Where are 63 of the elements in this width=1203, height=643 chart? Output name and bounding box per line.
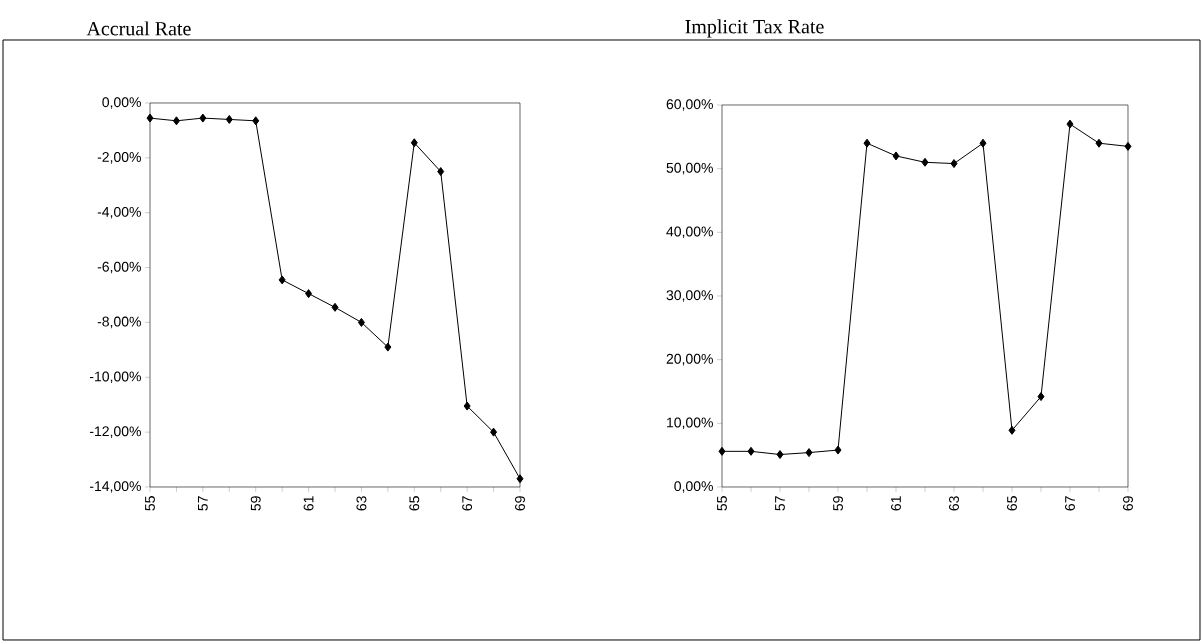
x-tick-label: 65 [409,496,420,511]
y-tick-label: 60,00% [666,99,713,111]
point [146,113,154,123]
point [718,446,726,456]
point [516,474,524,484]
x-tick-label: 69 [515,496,525,511]
point [172,116,180,126]
y-tick-label: -14,00% [89,481,141,493]
y-tick-label: 50,00% [666,162,713,175]
point [490,427,498,437]
chart-title: Implicit Tax Rate [685,19,824,38]
y-tick-label: -4,00% [97,206,141,219]
point [1066,119,1074,129]
x-tick-label: 61 [303,496,314,511]
point [834,445,842,455]
x-tick-label: 67 [1065,496,1075,511]
y-tick-label: -10,00% [89,371,141,384]
point [747,446,755,456]
y-tick-label: -2,00% [97,152,141,164]
x-tick-label: 63 [949,496,959,511]
point [199,113,207,123]
point [1037,392,1045,402]
point [278,275,286,285]
point [384,342,392,352]
x-tick-label: 55 [145,496,155,511]
point [1008,425,1016,435]
x-tick-label: 59 [833,496,843,511]
point [357,317,365,327]
y-tick-label: -6,00% [97,261,141,274]
point [863,138,871,148]
point [305,289,313,299]
y-tick-label: 20,00% [666,353,713,366]
y-tick-label: -12,00% [89,426,141,438]
point [892,151,900,161]
y-tick-label: 0,00% [674,481,713,493]
x-tick-label: 57 [775,496,785,511]
x-tick-label: 65 [1007,496,1017,511]
x-tick-label: 57 [197,496,208,511]
point [225,114,233,124]
y-tick-label: 0,00% [102,97,141,109]
point [921,157,929,167]
chart-title: Accrual Rate [86,21,191,36]
x-tick-label: 61 [891,496,901,511]
point [950,159,958,169]
y-tick-label: -8,00% [97,316,141,329]
point [252,116,260,126]
point [1095,138,1103,148]
point [331,302,339,312]
x-tick-label: 55 [717,496,727,511]
point [463,401,471,411]
y-tick-label: 10,00% [667,417,713,430]
x-tick-label: 59 [250,496,261,511]
point [805,448,813,458]
y-tick-label: 40,00% [666,226,713,239]
x-tick-label: 63 [356,496,367,511]
y-tick-label: 30,00% [666,290,713,302]
point [979,138,987,148]
point [776,450,784,460]
x-tick-label: 67 [462,496,473,511]
point [437,167,445,177]
point [1124,141,1132,151]
x-tick-label: 69 [1123,496,1133,511]
point [410,138,418,148]
